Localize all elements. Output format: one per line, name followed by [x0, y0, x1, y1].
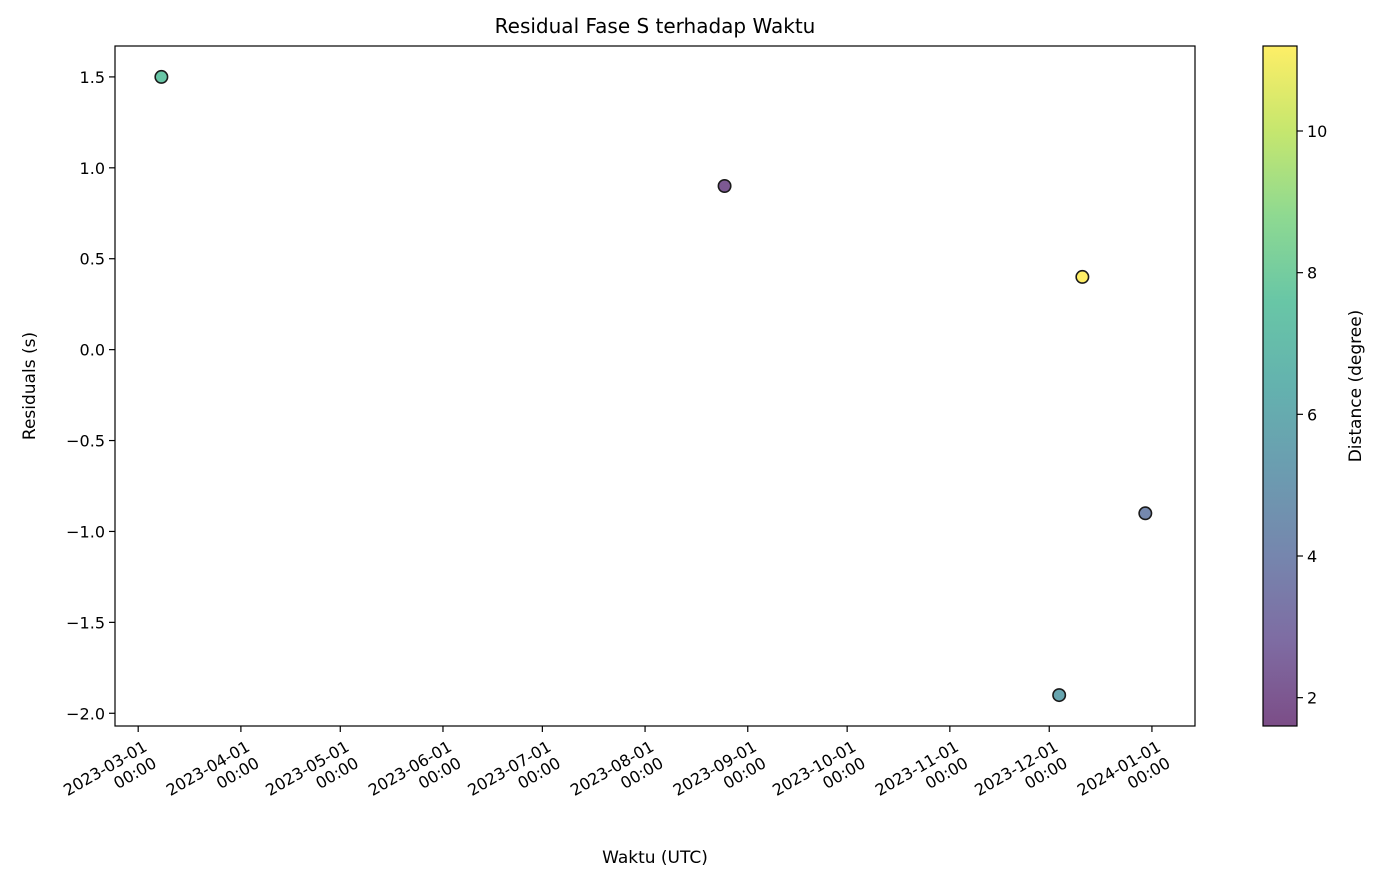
plot-frame — [114, 45, 1196, 727]
colorbar-tick-label: 8 — [1307, 264, 1317, 283]
colorbar-tick-label: 10 — [1307, 122, 1327, 141]
y-tick-label: 1.5 — [80, 68, 105, 87]
x-tick-label: 2024-01-0100:00 — [1074, 737, 1174, 816]
x-tick-label: 2023-03-0100:00 — [60, 737, 160, 816]
colorbar-frame — [1262, 45, 1298, 727]
scatter-point — [1075, 269, 1090, 284]
y-tick-label: 0.5 — [80, 250, 105, 269]
colorbar-tick-label: 4 — [1307, 547, 1317, 566]
y-tick-label: 1.0 — [80, 159, 105, 178]
colorbar-label: Distance (degree) — [1346, 310, 1366, 463]
y-axis-label: Residuals (s) — [20, 332, 40, 440]
colorbar-tick-label: 2 — [1307, 689, 1317, 708]
x-axis-label: Waktu (UTC) — [602, 848, 708, 868]
x-tick-label: 2023-07-0100:00 — [464, 737, 564, 816]
y-tick-label: −1.5 — [66, 613, 105, 632]
scatter-point — [717, 179, 732, 194]
colorbar-tick-label: 6 — [1307, 405, 1317, 424]
y-tick-label: −1.0 — [66, 522, 105, 541]
scatter-point — [1052, 688, 1067, 703]
chart-title: Residual Fase S terhadap Waktu — [495, 14, 816, 38]
scatter-point — [1138, 506, 1153, 521]
plot-area — [115, 46, 1195, 726]
colorbar-gradient — [1263, 46, 1297, 726]
y-axis-ticks: 1.5 1.0 0.5 0.0 −0.5 −1.0 −1.5 −2.0 — [66, 68, 115, 723]
colorbar-ticks: 2 4 6 8 10 — [1297, 122, 1327, 708]
x-tick-label: 2023-05-0100:00 — [262, 737, 362, 816]
x-tick-label: 2023-06-0100:00 — [365, 737, 465, 816]
x-tick-label: 2023-09-0100:00 — [670, 737, 770, 816]
y-tick-label: −0.5 — [66, 432, 105, 451]
y-tick-label: 0.0 — [80, 341, 105, 360]
x-tick-label: 2023-08-0100:00 — [567, 737, 667, 816]
scatter-point — [154, 69, 169, 84]
x-tick-label: 2023-12-0100:00 — [971, 737, 1071, 816]
x-tick-label: 2023-10-0100:00 — [769, 737, 869, 816]
x-tick-label: 2023-04-0100:00 — [163, 737, 263, 816]
y-tick-label: −2.0 — [66, 704, 105, 723]
x-axis-ticks: 2023-03-0100:00 2023-04-0100:00 2023-05-01… — [60, 726, 1174, 816]
x-tick-label: 2023-11-0100:00 — [872, 737, 972, 816]
scatter-points — [154, 69, 1153, 703]
